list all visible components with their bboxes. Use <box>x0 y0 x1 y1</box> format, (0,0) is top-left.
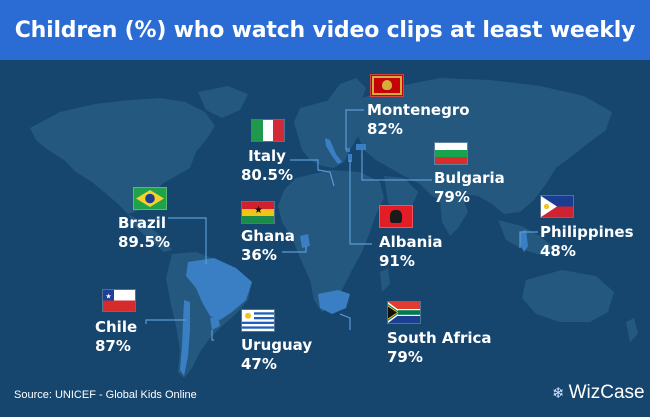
albania-name: Albania <box>379 233 443 251</box>
uruguay-value: 47% <box>241 355 277 373</box>
philippines-leader <box>519 231 538 248</box>
uruguay-flag-icon <box>241 309 275 332</box>
brazil-name: Brazil <box>118 214 166 232</box>
australia <box>522 270 614 322</box>
europe <box>294 98 372 168</box>
montenegro-flag-icon <box>370 74 404 97</box>
south-africa-flag-icon <box>387 301 421 324</box>
chile-flag-icon: ★ <box>102 289 136 312</box>
philippines-flag-icon <box>540 195 574 218</box>
philippines-value: 48% <box>540 242 576 260</box>
montenegro-name: Montenegro <box>367 101 470 119</box>
bulgaria-flag-icon <box>434 142 468 165</box>
world-map <box>0 60 650 417</box>
label-ghana: Ghana 36% <box>241 227 295 265</box>
montenegro-shape <box>346 148 350 152</box>
italy-shape <box>325 138 342 164</box>
label-brazil: Brazil 89.5% <box>118 214 170 252</box>
arabia <box>384 176 418 214</box>
italy-name: Italy <box>248 147 286 165</box>
south-africa-leader <box>339 313 351 330</box>
chile-value: 87% <box>95 337 131 355</box>
label-south-africa: South Africa 79% <box>387 329 492 367</box>
albania-leader <box>349 160 372 245</box>
south-africa-shape <box>318 290 350 314</box>
ghana-value: 36% <box>241 246 277 264</box>
philippines-name: Philippines <box>540 223 634 241</box>
albania-shape <box>348 154 352 162</box>
world-map-svg <box>30 78 638 378</box>
brazil-value: 89.5% <box>118 233 171 251</box>
label-albania: Albania 91% <box>379 233 443 271</box>
ghana-flag-icon: ★ <box>241 201 275 224</box>
highlighted-countries <box>180 138 528 376</box>
snowflake-logo-icon: ❄ <box>552 385 565 402</box>
uruguay-name: Uruguay <box>241 336 313 354</box>
chile-leader <box>145 319 186 324</box>
new-zealand <box>626 318 638 342</box>
madagascar <box>380 268 390 292</box>
bulgaria-leader <box>361 150 432 181</box>
logo-text: WizCase <box>568 382 645 403</box>
leader-lines <box>145 109 538 341</box>
chile-name: Chile <box>95 318 138 336</box>
svg-text:★: ★ <box>105 293 111 301</box>
uruguay-leader <box>211 330 214 341</box>
greenland <box>198 86 248 118</box>
italy-leader <box>290 159 335 187</box>
label-philippines: Philippines 48% <box>540 223 634 261</box>
ghana-leader <box>282 246 307 253</box>
label-montenegro: Montenegro 82% <box>367 101 470 139</box>
ghana-name: Ghana <box>241 227 295 245</box>
south-africa-name: South Africa <box>387 329 492 347</box>
source-note: Source: UNICEF - Global Kids Online <box>14 389 197 401</box>
brazil-flag-icon <box>133 187 167 210</box>
bulgaria-value: 79% <box>434 188 470 206</box>
chart-title: Children (%) who watch video clips at le… <box>14 17 636 43</box>
montenegro-value: 82% <box>367 120 403 138</box>
africa <box>278 170 384 312</box>
scandinavia <box>328 78 366 112</box>
north-america <box>30 98 215 214</box>
label-uruguay: Uruguay 47% <box>241 336 312 374</box>
india <box>440 196 468 236</box>
label-chile: Chile 87% <box>95 318 137 356</box>
label-italy: Italy 80.5% <box>230 147 304 185</box>
central-america <box>128 214 172 252</box>
uruguay-shape <box>210 316 220 330</box>
ghana-shape <box>300 234 310 248</box>
philippines-shape <box>520 230 528 252</box>
italy-flag-icon <box>251 119 285 142</box>
albania-flag-icon <box>379 205 413 228</box>
albania-value: 91% <box>379 252 415 270</box>
italy-value: 80.5% <box>240 166 294 184</box>
montenegro-leader <box>345 109 364 150</box>
south-africa-value: 79% <box>387 348 423 366</box>
label-bulgaria: Bulgaria 79% <box>434 169 505 207</box>
chile-shape <box>180 300 190 376</box>
wizcase-logo[interactable]: ❄ WizCase <box>552 382 645 404</box>
bulgaria-shape <box>356 144 366 150</box>
brazil-leader <box>168 217 207 264</box>
bulgaria-name: Bulgaria <box>434 169 505 187</box>
brazil-shape <box>186 258 252 320</box>
title-bar: Children (%) who watch video clips at le… <box>0 0 650 60</box>
